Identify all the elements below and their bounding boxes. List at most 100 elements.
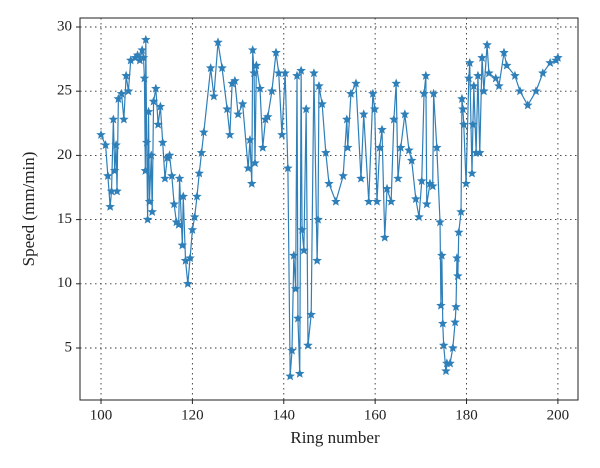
marker: [144, 196, 155, 206]
marker: [331, 196, 341, 206]
marker: [103, 170, 113, 180]
marker: [141, 34, 151, 44]
x-tick-label: 120: [181, 407, 204, 423]
marker: [167, 170, 177, 180]
marker: [342, 114, 352, 124]
marker: [189, 212, 200, 222]
marker: [393, 173, 403, 183]
marker: [545, 57, 555, 67]
marker: [273, 68, 284, 78]
marker: [484, 68, 494, 78]
marker: [230, 75, 240, 85]
marker: [395, 142, 406, 152]
marker: [451, 301, 461, 311]
marker: [287, 345, 297, 355]
marker: [137, 45, 147, 55]
marker: [143, 106, 154, 116]
marker: [249, 68, 259, 78]
marker: [297, 224, 307, 234]
marker: [321, 147, 331, 157]
marker: [531, 86, 541, 96]
marker: [185, 253, 195, 263]
marker: [132, 50, 143, 60]
marker: [538, 68, 548, 78]
marker: [438, 318, 448, 328]
marker: [309, 68, 319, 78]
marker: [255, 83, 265, 93]
marker: [177, 240, 188, 250]
marker: [510, 70, 520, 80]
y-tick-label: 20: [57, 147, 72, 163]
marker: [317, 99, 327, 109]
marker: [192, 191, 202, 201]
marker: [293, 313, 303, 323]
marker: [432, 142, 442, 152]
marker: [391, 78, 401, 88]
marker: [243, 163, 253, 173]
marker: [251, 60, 262, 70]
marker: [312, 255, 322, 265]
marker: [482, 39, 492, 50]
marker: [205, 63, 216, 73]
marker: [452, 253, 462, 263]
x-tick-label: 180: [455, 407, 478, 423]
marker: [106, 186, 117, 196]
marker: [301, 104, 311, 114]
marker: [112, 186, 122, 196]
x-tick-label: 160: [364, 407, 387, 423]
marker: [454, 227, 464, 237]
marker: [209, 91, 219, 101]
marker: [377, 124, 387, 134]
marker: [437, 250, 447, 260]
marker: [140, 165, 151, 175]
marker: [187, 224, 198, 234]
marker: [125, 55, 136, 65]
marker: [494, 81, 504, 91]
marker: [468, 119, 478, 129]
y-tick-label: 25: [57, 83, 72, 99]
marker: [459, 119, 469, 129]
marker: [464, 73, 474, 83]
marker: [250, 158, 260, 168]
marker: [258, 142, 268, 152]
marker: [290, 283, 301, 293]
marker: [515, 86, 525, 96]
marker: [522, 100, 533, 110]
marker: [453, 271, 463, 281]
marker: [368, 88, 378, 98]
marker: [225, 129, 235, 139]
marker: [233, 109, 243, 119]
marker: [147, 206, 157, 216]
marker: [180, 255, 191, 265]
marker: [491, 73, 501, 83]
marker: [406, 155, 417, 165]
marker: [379, 232, 390, 242]
marker: [227, 78, 237, 88]
marker: [313, 214, 323, 224]
marker: [499, 47, 509, 57]
marker: [277, 129, 287, 139]
marker: [386, 196, 396, 206]
marker: [372, 196, 382, 206]
marker: [142, 214, 153, 224]
marker: [141, 137, 152, 147]
marker: [450, 317, 460, 327]
marker: [414, 212, 424, 222]
marker: [174, 173, 185, 183]
marker: [123, 86, 134, 96]
marker: [356, 173, 366, 183]
marker: [135, 55, 145, 65]
marker: [280, 68, 290, 78]
marker: [369, 104, 380, 114]
marker: [306, 309, 316, 319]
marker: [199, 127, 209, 137]
plot-frame: [79, 17, 579, 401]
marker: [108, 114, 119, 124]
marker: [467, 168, 477, 178]
marker: [435, 217, 445, 227]
marker: [148, 96, 159, 106]
marker: [105, 201, 115, 211]
marker: [501, 60, 512, 70]
marker: [138, 52, 149, 62]
